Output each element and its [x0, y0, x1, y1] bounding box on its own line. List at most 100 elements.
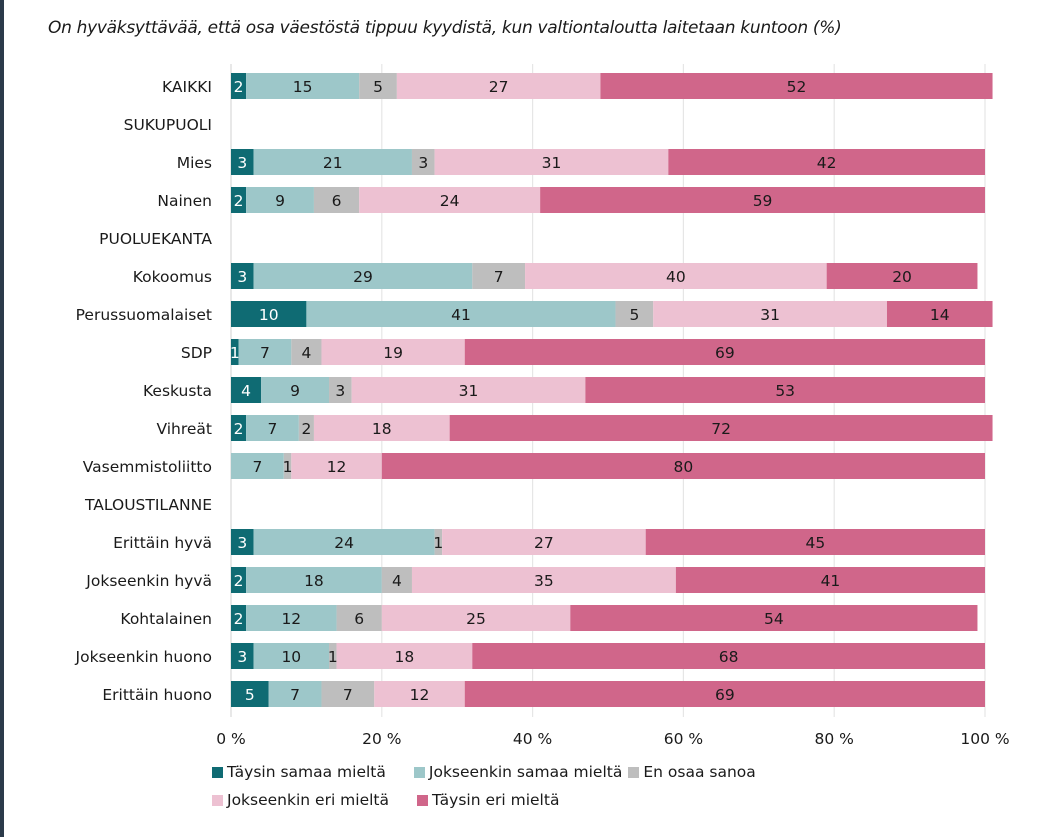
- bar-segment: [298, 415, 314, 441]
- data-label: 29: [353, 268, 373, 286]
- data-label: 40: [666, 268, 686, 286]
- bar-segment: [668, 149, 985, 175]
- bar-segment: [261, 377, 330, 403]
- data-label: 72: [711, 420, 731, 438]
- bar-segment: [472, 643, 985, 669]
- bar-segment: [321, 339, 465, 365]
- window-edge: [0, 0, 4, 837]
- bar-segment: [253, 149, 412, 175]
- data-label: 4: [392, 572, 402, 590]
- data-label: 9: [290, 382, 300, 400]
- bar-segment: [351, 377, 586, 403]
- group-header-label: PUOLUEKANTA: [99, 230, 212, 248]
- data-label: 19: [383, 344, 403, 362]
- legend-row-1: Täysin samaa mieltä Jokseenkin samaa mie…: [212, 758, 766, 786]
- data-label: 3: [237, 648, 247, 666]
- data-label: 15: [293, 78, 313, 96]
- bar-segment: [231, 529, 254, 555]
- bar-segment: [231, 681, 269, 707]
- data-label: 10: [259, 306, 279, 324]
- data-label: 5: [373, 78, 383, 96]
- category-label: Keskusta: [143, 382, 212, 400]
- bar-segment: [411, 567, 676, 593]
- legend-item-en-osaa-sanoa: En osaa sanoa: [628, 763, 756, 781]
- data-label: 6: [354, 610, 364, 628]
- bar-segment: [246, 187, 314, 213]
- bar-segment: [472, 263, 526, 289]
- bar-segment: [645, 529, 985, 555]
- bar-segment: [231, 73, 247, 99]
- bar-segment: [231, 415, 247, 441]
- data-label: 27: [534, 534, 554, 552]
- bar-segment: [675, 567, 985, 593]
- bar-segment: [442, 529, 646, 555]
- bar-segment: [600, 73, 993, 99]
- data-label: 3: [237, 154, 247, 172]
- bar-segment: [329, 377, 352, 403]
- x-tick-label: 100 %: [960, 730, 1009, 748]
- legend-item-taysin-eri: Täysin eri mieltä: [417, 791, 559, 809]
- bar-segment: [231, 567, 247, 593]
- bar-segment: [283, 453, 292, 479]
- data-label: 7: [268, 420, 278, 438]
- bar-segment: [291, 453, 382, 479]
- data-label: 2: [234, 420, 244, 438]
- data-label: 18: [372, 420, 392, 438]
- bar-segment: [321, 681, 375, 707]
- bar-segment: [231, 377, 262, 403]
- data-label: 12: [410, 686, 430, 704]
- data-label: 7: [290, 686, 300, 704]
- category-label: Erittäin huono: [102, 686, 212, 704]
- legend: Täysin samaa mieltä Jokseenkin samaa mie…: [212, 758, 766, 814]
- bar-segment: [336, 643, 473, 669]
- legend-label: Täysin samaa mieltä: [227, 763, 386, 781]
- bar-segment: [434, 529, 443, 555]
- bar-segment: [313, 187, 360, 213]
- category-label: Jokseenkin hyvä: [85, 572, 212, 590]
- bar-segment: [246, 567, 382, 593]
- data-label: 1: [230, 344, 240, 362]
- bar-segment: [434, 149, 669, 175]
- data-label: 27: [489, 78, 509, 96]
- legend-swatch: [417, 794, 429, 806]
- data-label: 7: [343, 686, 353, 704]
- bar-segment: [231, 187, 247, 213]
- bar-segment: [359, 187, 541, 213]
- data-label: 2: [234, 572, 244, 590]
- bar-segment: [253, 643, 330, 669]
- category-label: Kokoomus: [133, 268, 212, 286]
- data-label: 2: [234, 78, 244, 96]
- data-label: 20: [892, 268, 912, 286]
- legend-swatch: [212, 766, 223, 778]
- bar-segment: [570, 605, 978, 631]
- bar-segment: [464, 339, 985, 365]
- bar-segment: [886, 301, 993, 327]
- category-label: Kohtalainen: [120, 610, 212, 628]
- bar-segment: [231, 643, 254, 669]
- legend-item-jokseenkin-samaa: Jokseenkin samaa mieltä: [413, 763, 622, 781]
- bar-segment: [238, 339, 292, 365]
- data-label: 31: [542, 154, 562, 172]
- data-label: 53: [775, 382, 795, 400]
- data-label: 35: [534, 572, 554, 590]
- bar-segment: [464, 681, 985, 707]
- data-label: 41: [451, 306, 471, 324]
- data-label: 42: [817, 154, 837, 172]
- legend-row-2: Jokseenkin eri mieltä Täysin eri mieltä: [212, 786, 766, 814]
- category-label: Mies: [177, 154, 212, 172]
- data-label: 21: [323, 154, 343, 172]
- data-label: 12: [327, 458, 347, 476]
- data-label: 4: [301, 344, 311, 362]
- category-label: Perussuomalaiset: [76, 306, 212, 324]
- data-label: 6: [332, 192, 342, 210]
- bar-segment: [381, 453, 985, 479]
- bar-segment: [396, 73, 601, 99]
- data-label: 68: [719, 648, 739, 666]
- bar-segment: [381, 567, 412, 593]
- data-label: 3: [237, 268, 247, 286]
- category-label: Vasemmistoliitto: [83, 458, 212, 476]
- legend-item-jokseenkin-eri: Jokseenkin eri mieltä: [212, 791, 389, 809]
- bar-segment: [329, 643, 337, 669]
- data-label: 41: [821, 572, 841, 590]
